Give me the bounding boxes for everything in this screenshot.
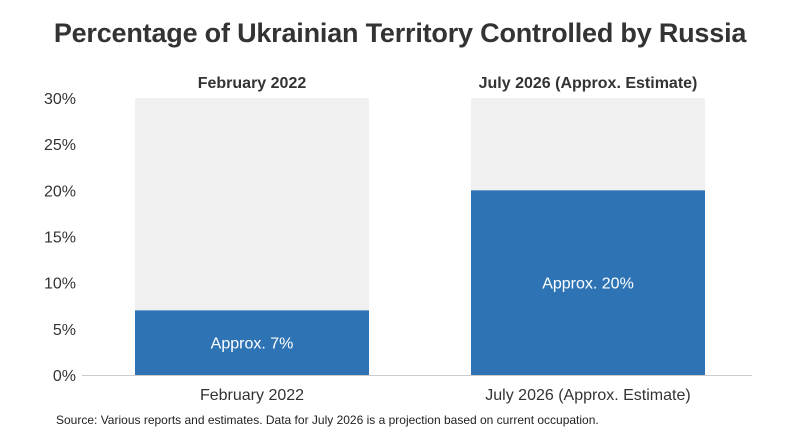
bar-data-label: Approx. 7% <box>211 336 294 353</box>
y-tick-label: 20% <box>44 183 76 200</box>
y-tick-label: 5% <box>53 322 76 339</box>
x-tick-label: July 2026 (Approx. Estimate) <box>485 387 690 404</box>
bars-group: Approx. 7% February 2022 February 2022 Appr… <box>135 75 705 404</box>
y-tick-label: 25% <box>44 137 76 154</box>
panel-title: July 2026 (Approx. Estimate) <box>479 75 698 92</box>
y-axis: 0% 5% 10% 15% 20% 25% 30% <box>44 91 76 385</box>
bar <box>471 190 705 375</box>
x-tick-label: February 2022 <box>200 387 304 404</box>
source-footnote: Source: Various reports and estimates. D… <box>56 413 599 427</box>
y-tick-label: 10% <box>44 276 76 293</box>
y-tick-label: 0% <box>53 368 76 385</box>
bar <box>135 310 369 375</box>
bar-data-label: Approx. 20% <box>542 276 634 293</box>
y-tick-label: 15% <box>44 230 76 247</box>
panel-title: February 2022 <box>198 75 307 92</box>
chart-title: Percentage of Ukrainian Territory Contro… <box>53 18 747 48</box>
y-tick-label: 30% <box>44 91 76 108</box>
